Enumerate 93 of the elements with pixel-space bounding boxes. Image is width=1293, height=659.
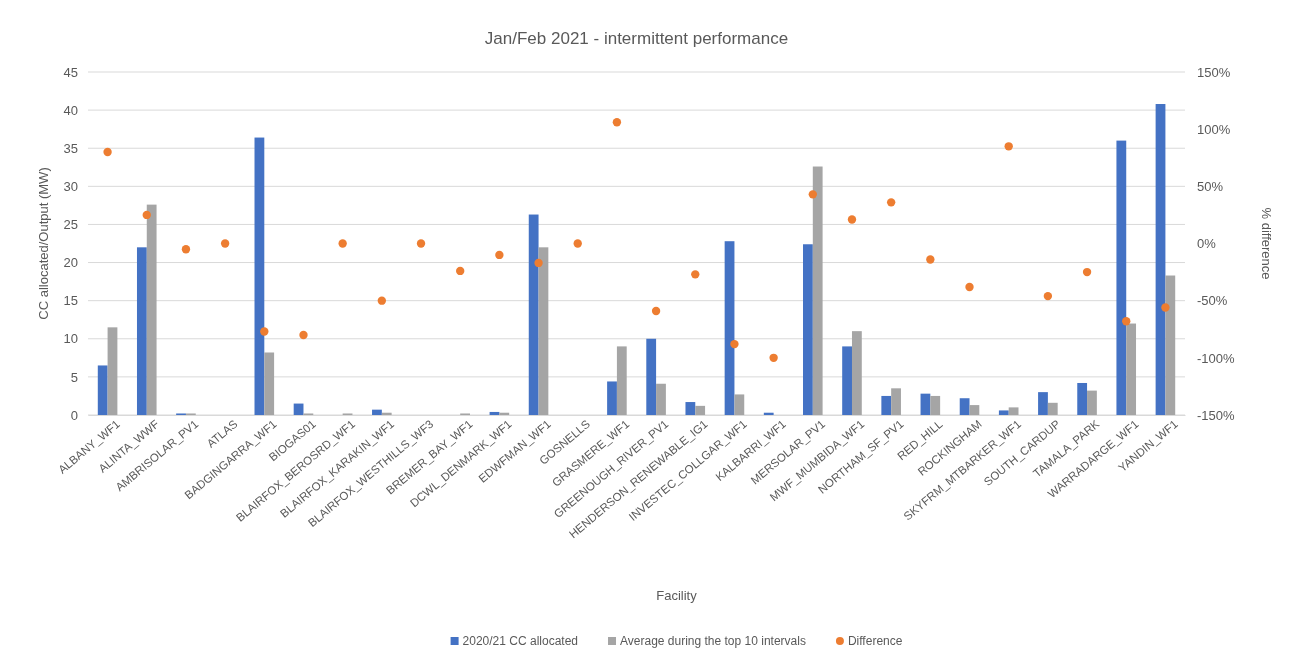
bar bbox=[1165, 275, 1176, 415]
bar bbox=[1126, 323, 1137, 415]
bar bbox=[1116, 140, 1127, 415]
point bbox=[886, 198, 896, 207]
point bbox=[1082, 267, 1092, 277]
point bbox=[260, 327, 269, 336]
y-tick-label: 25 bbox=[63, 217, 78, 233]
point bbox=[651, 306, 661, 316]
point bbox=[1122, 317, 1131, 326]
bar bbox=[264, 352, 275, 415]
point bbox=[573, 239, 582, 248]
bar bbox=[930, 395, 941, 415]
y-tick-label: 10 bbox=[63, 331, 78, 347]
y2-tick-label: 0% bbox=[1197, 236, 1217, 252]
point bbox=[456, 266, 465, 276]
point bbox=[495, 250, 504, 260]
point bbox=[338, 239, 347, 248]
bar bbox=[724, 241, 735, 415]
bar bbox=[842, 346, 852, 415]
bar bbox=[372, 409, 382, 415]
y-tick-label: 20 bbox=[63, 255, 78, 271]
y-tick-label: 5 bbox=[70, 369, 78, 385]
y2-tick-label: 50% bbox=[1197, 178, 1224, 194]
y-tick-label: 15 bbox=[63, 293, 78, 309]
bar bbox=[812, 166, 823, 415]
bar bbox=[998, 410, 1009, 415]
point bbox=[769, 353, 778, 363]
bar bbox=[1008, 407, 1019, 415]
bar bbox=[920, 393, 931, 415]
y-tick-label: 30 bbox=[63, 178, 78, 194]
point bbox=[730, 339, 739, 349]
legend-label: 2020/21 CC allocated bbox=[462, 634, 579, 648]
point bbox=[965, 282, 974, 292]
bar bbox=[763, 412, 774, 415]
point bbox=[416, 239, 426, 248]
bar bbox=[695, 405, 706, 415]
bar bbox=[538, 247, 549, 415]
y-tick-label: 45 bbox=[63, 64, 78, 80]
bar bbox=[616, 346, 627, 415]
point bbox=[377, 296, 387, 305]
bar bbox=[734, 394, 745, 415]
y2-tick-label: -150% bbox=[1197, 407, 1236, 423]
bar bbox=[646, 338, 657, 415]
point bbox=[612, 118, 622, 127]
point bbox=[691, 270, 700, 279]
point bbox=[926, 255, 935, 264]
point bbox=[1004, 142, 1013, 151]
bar bbox=[656, 383, 666, 415]
chart-title: Jan/Feb 2021 - intermittent performance bbox=[484, 29, 789, 48]
bar bbox=[959, 398, 970, 415]
point bbox=[103, 147, 112, 157]
y2-tick-label: -50% bbox=[1197, 293, 1228, 309]
bar bbox=[1087, 390, 1097, 415]
point bbox=[1043, 291, 1053, 301]
bar bbox=[528, 214, 539, 415]
y2-axis-title: % difference bbox=[1259, 207, 1274, 280]
y-tick-label: 40 bbox=[63, 102, 78, 118]
bar bbox=[136, 247, 147, 415]
y2-tick-label: 150% bbox=[1197, 64, 1231, 80]
bar bbox=[851, 331, 862, 415]
bar bbox=[969, 405, 980, 415]
bar bbox=[499, 412, 510, 415]
bar bbox=[1155, 104, 1166, 415]
point bbox=[299, 330, 308, 340]
y2-tick-label: 100% bbox=[1197, 121, 1231, 137]
bar bbox=[803, 244, 813, 415]
point bbox=[847, 215, 857, 224]
point bbox=[142, 210, 151, 220]
bar bbox=[146, 204, 157, 415]
y-tick-label: 35 bbox=[63, 140, 78, 156]
bar bbox=[107, 327, 118, 415]
bar bbox=[489, 411, 500, 415]
bar bbox=[254, 137, 265, 415]
x-axis-title: Facility bbox=[656, 588, 698, 603]
legend-label: Difference bbox=[847, 634, 903, 648]
bar bbox=[891, 388, 901, 415]
bar bbox=[97, 365, 108, 415]
bar bbox=[381, 412, 392, 415]
legend-label: Average during the top 10 intervals bbox=[620, 634, 806, 648]
y-tick-label: 0 bbox=[70, 407, 78, 423]
y2-tick-label: -100% bbox=[1197, 350, 1236, 366]
bar bbox=[1077, 382, 1088, 415]
point bbox=[181, 245, 191, 254]
bar bbox=[1038, 392, 1048, 415]
bar bbox=[1047, 402, 1058, 415]
point bbox=[1161, 303, 1170, 312]
point bbox=[220, 239, 230, 248]
y-axis-title: CC allocated/Output (MW) bbox=[36, 167, 51, 320]
bar bbox=[881, 395, 892, 415]
bar bbox=[685, 402, 696, 415]
point bbox=[808, 190, 817, 199]
bar bbox=[607, 381, 617, 415]
point bbox=[534, 258, 543, 268]
